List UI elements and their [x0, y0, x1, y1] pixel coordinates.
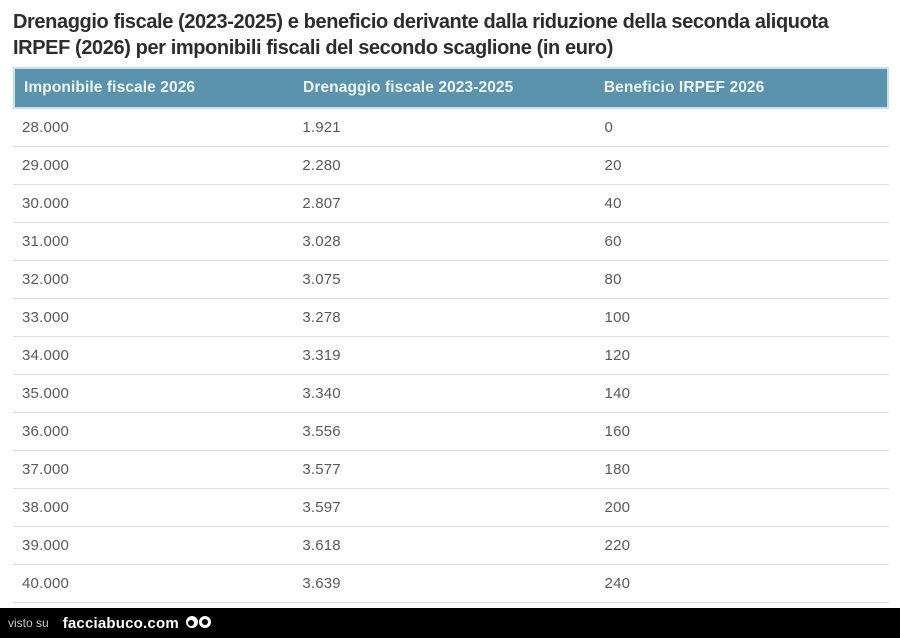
table-row: 38.000 3.597 200 [13, 489, 889, 527]
table-cell: 100 [604, 309, 631, 326]
watermark-bar: visto su facciabuco.com [0, 608, 900, 638]
table-cell: 38.000 [22, 499, 70, 516]
table-cell: 39.000 [22, 537, 70, 554]
table-cell: 40 [604, 195, 622, 212]
table-row: 32.000 3.075 80 [13, 261, 889, 299]
table-cell: 40.000 [22, 575, 70, 592]
column-header: Imponibile fiscale 2026 [24, 79, 196, 96]
table-cell: 60 [604, 233, 622, 250]
table-cell: 180 [604, 461, 631, 478]
table-cell: 200 [604, 499, 631, 516]
table-cell: 31.000 [22, 233, 70, 250]
table-row: 40.000 3.639 240 [13, 565, 889, 603]
table-cell: 3.319 [302, 347, 341, 364]
column-header: Drenaggio fiscale 2023-2025 [303, 79, 514, 96]
table-header-row: Imponibile fiscale 2026 Drenaggio fiscale… [13, 67, 889, 109]
table-cell: 2.280 [302, 157, 341, 174]
table-cell: 160 [604, 423, 631, 440]
table-row: 28.000 1.921 0 [13, 109, 889, 147]
table-cell: 34.000 [22, 347, 70, 364]
table-cell: 2.807 [302, 195, 341, 212]
table-row: 36.000 3.556 160 [13, 413, 889, 451]
table-row: 33.000 3.278 100 [13, 299, 889, 337]
table-cell: 33.000 [22, 309, 70, 326]
table-row: 35.000 3.340 140 [13, 375, 889, 413]
table-cell: 3.278 [302, 309, 341, 326]
table-cell: 220 [604, 537, 631, 554]
table-cell: 36.000 [22, 423, 70, 440]
table-cell: 0 [604, 119, 614, 136]
watermark-prefix: visto su [8, 616, 49, 630]
column-header: Beneficio IRPEF 2026 [603, 79, 765, 96]
table-cell: 3.075 [302, 271, 341, 288]
table-row: 37.000 3.577 180 [13, 451, 889, 489]
table-cell: 3.577 [302, 461, 341, 478]
googly-eyes-icon [185, 616, 211, 628]
eye-right [198, 616, 211, 628]
table-cell: 3.340 [302, 385, 341, 402]
table-cell: 3.028 [302, 233, 341, 250]
table-row: 39.000 3.618 220 [13, 527, 889, 565]
table-cell: 240 [604, 575, 631, 592]
table-cell: 3.618 [302, 537, 341, 554]
site-link[interactable]: facciabuco.com [62, 614, 179, 632]
table-cell: 29.000 [22, 157, 70, 174]
table-cell: 140 [604, 385, 631, 402]
table-cell: 3.597 [302, 499, 341, 516]
table-cell: 80 [604, 271, 622, 288]
table-cell: 120 [604, 347, 631, 364]
table-row: 29.000 2.280 20 [13, 147, 889, 185]
table-body: 28.000 1.921 0 29.000 2.280 20 30.000 2.807 40 31… [13, 109, 889, 603]
table-cell: 3.556 [302, 423, 341, 440]
table-row: 34.000 3.319 120 [13, 337, 889, 375]
table-cell: 32.000 [22, 271, 70, 288]
table-cell: 28.000 [22, 119, 70, 136]
table-cell: 1.921 [302, 119, 341, 136]
table-cell: 20 [604, 157, 622, 174]
table-cell: 3.639 [302, 575, 341, 592]
table-row: 30.000 2.807 40 [13, 185, 889, 223]
table-cell: 35.000 [22, 385, 70, 402]
page-title: Drenaggio fiscale (2023-2025) e benefici… [13, 11, 829, 59]
table-cell: 37.000 [22, 461, 70, 478]
table-row: 31.000 3.028 60 [13, 223, 889, 261]
data-table: Imponibile fiscale 2026 Drenaggio fiscale… [13, 67, 889, 603]
table-cell: 30.000 [22, 195, 70, 212]
eye-left [185, 616, 198, 628]
